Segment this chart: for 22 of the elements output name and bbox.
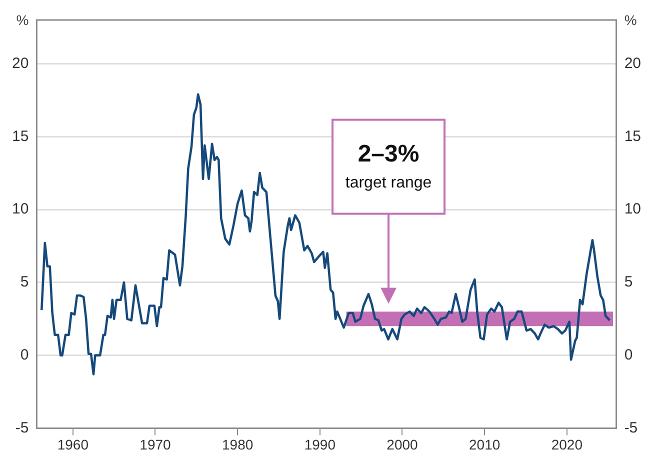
y-tick-label: 20 bbox=[12, 54, 29, 72]
y2-tick-label: 5 bbox=[624, 274, 633, 291]
y2-tick-label: 10 bbox=[624, 200, 642, 218]
y2-tick-label: 20 bbox=[624, 54, 642, 72]
y-tick-label: 5 bbox=[20, 274, 29, 291]
x-tick-label: 2000 bbox=[386, 436, 418, 452]
x-tick-label: 1970 bbox=[140, 436, 172, 452]
x-tick-label: 2020 bbox=[551, 436, 583, 452]
y-tick-label: 0 bbox=[20, 346, 29, 364]
x-tick-label: 1990 bbox=[304, 436, 336, 452]
y2-tick-label: -5 bbox=[624, 419, 638, 436]
y-tick-label: -5 bbox=[15, 419, 29, 436]
y2-tick-label: 15 bbox=[624, 128, 642, 145]
y2-axis-title: % bbox=[624, 12, 637, 28]
y2-tick-label: 0 bbox=[624, 346, 633, 364]
annotation: 2–3% target range bbox=[345, 140, 432, 192]
x-tick-label: 2010 bbox=[469, 436, 500, 452]
x-tick-label: 1980 bbox=[222, 436, 254, 452]
y-tick-label: 10 bbox=[12, 200, 29, 218]
y-axis-title: % bbox=[16, 12, 29, 28]
x-tick-label: 1960 bbox=[57, 436, 89, 452]
y-tick-label: 15 bbox=[12, 128, 29, 145]
